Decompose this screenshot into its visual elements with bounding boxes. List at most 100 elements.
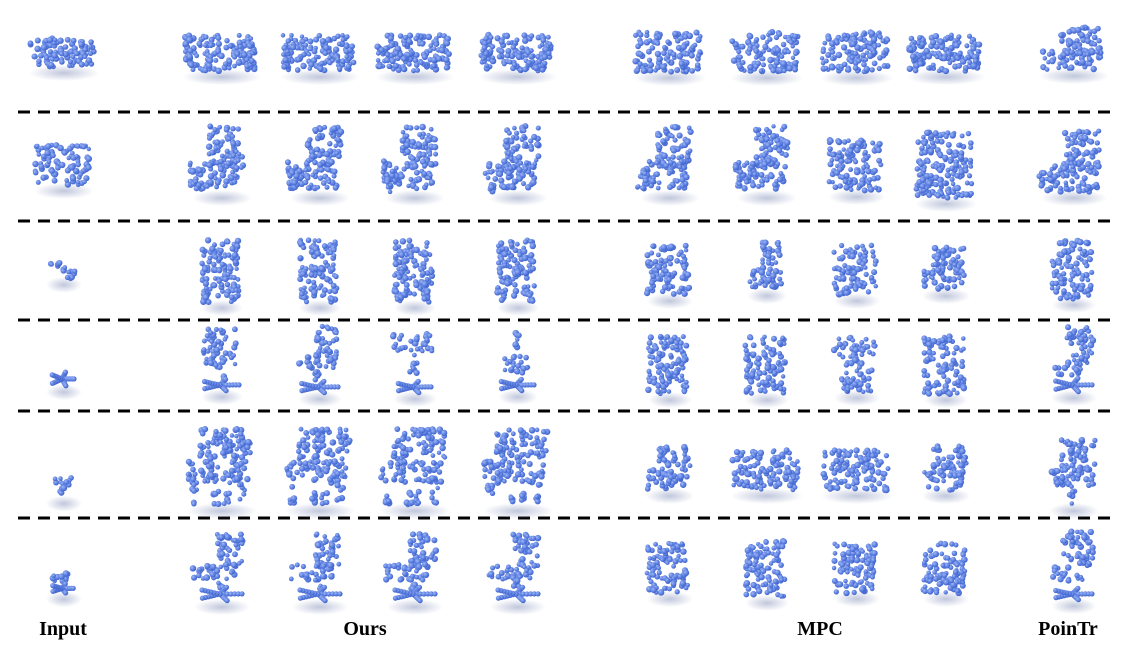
point [481,57,486,62]
cloud-shadow [834,390,880,406]
point [864,337,869,342]
point [316,185,321,190]
point [674,258,680,264]
point [390,169,395,174]
point [526,60,531,65]
point [840,254,846,260]
point [1055,285,1060,290]
point [400,238,406,244]
point [926,337,931,342]
point [837,150,842,155]
point [416,489,422,495]
point [1058,296,1064,302]
point [224,388,229,393]
point [291,495,297,501]
point [62,150,68,156]
point [764,365,771,372]
point [428,448,433,453]
point [396,388,401,393]
point [230,126,235,131]
point [827,146,833,152]
ours-cloud-4 [481,427,553,519]
point [679,182,685,188]
point [872,61,878,67]
point [670,134,674,138]
point [433,152,438,157]
point [729,38,735,44]
point [193,179,198,184]
point [491,55,495,59]
point [416,441,421,446]
point [205,237,211,243]
point [213,254,218,259]
point [534,141,540,147]
point [1061,271,1066,276]
point [877,55,882,60]
point [228,43,233,48]
point [401,130,406,135]
point [858,36,864,42]
point [865,388,870,393]
point [1067,332,1073,338]
point [210,440,216,446]
point [671,291,677,297]
point [857,372,863,378]
point [665,372,672,379]
point [1054,269,1059,274]
point [1045,67,1050,72]
point [242,448,246,452]
point [345,449,350,454]
point [660,64,666,70]
point [76,180,81,185]
point [675,358,681,364]
point [915,166,921,172]
point [1088,249,1094,255]
point [442,455,447,460]
point [1051,263,1056,268]
point [938,182,944,188]
point [421,478,426,483]
mpc-cloud-3 [820,29,893,86]
point [846,271,851,276]
point [301,245,306,250]
point [789,40,794,45]
point [232,252,238,258]
point [209,339,214,344]
point [285,159,291,165]
point [305,175,310,180]
point [420,270,426,276]
point [1059,281,1065,287]
point [317,363,323,369]
point [941,275,946,280]
point [542,61,547,66]
point [220,241,226,247]
point [342,473,346,477]
mpc-cloud-2 [729,29,803,86]
point [332,169,338,175]
point [47,159,52,164]
point [419,124,426,131]
point [641,67,648,74]
point [1043,56,1048,61]
point [668,337,674,343]
point [959,363,965,369]
point [519,45,524,50]
point [682,259,687,264]
point [1068,64,1074,70]
point [931,357,936,362]
point [533,65,540,72]
point [1069,49,1075,55]
point [976,41,982,47]
point [72,269,77,274]
point [870,280,875,285]
point [334,482,340,488]
point [413,36,418,41]
point [744,348,749,353]
point [821,61,826,66]
point [317,330,322,335]
point [856,140,862,146]
point [208,330,213,335]
point [770,133,776,139]
point [787,65,794,72]
